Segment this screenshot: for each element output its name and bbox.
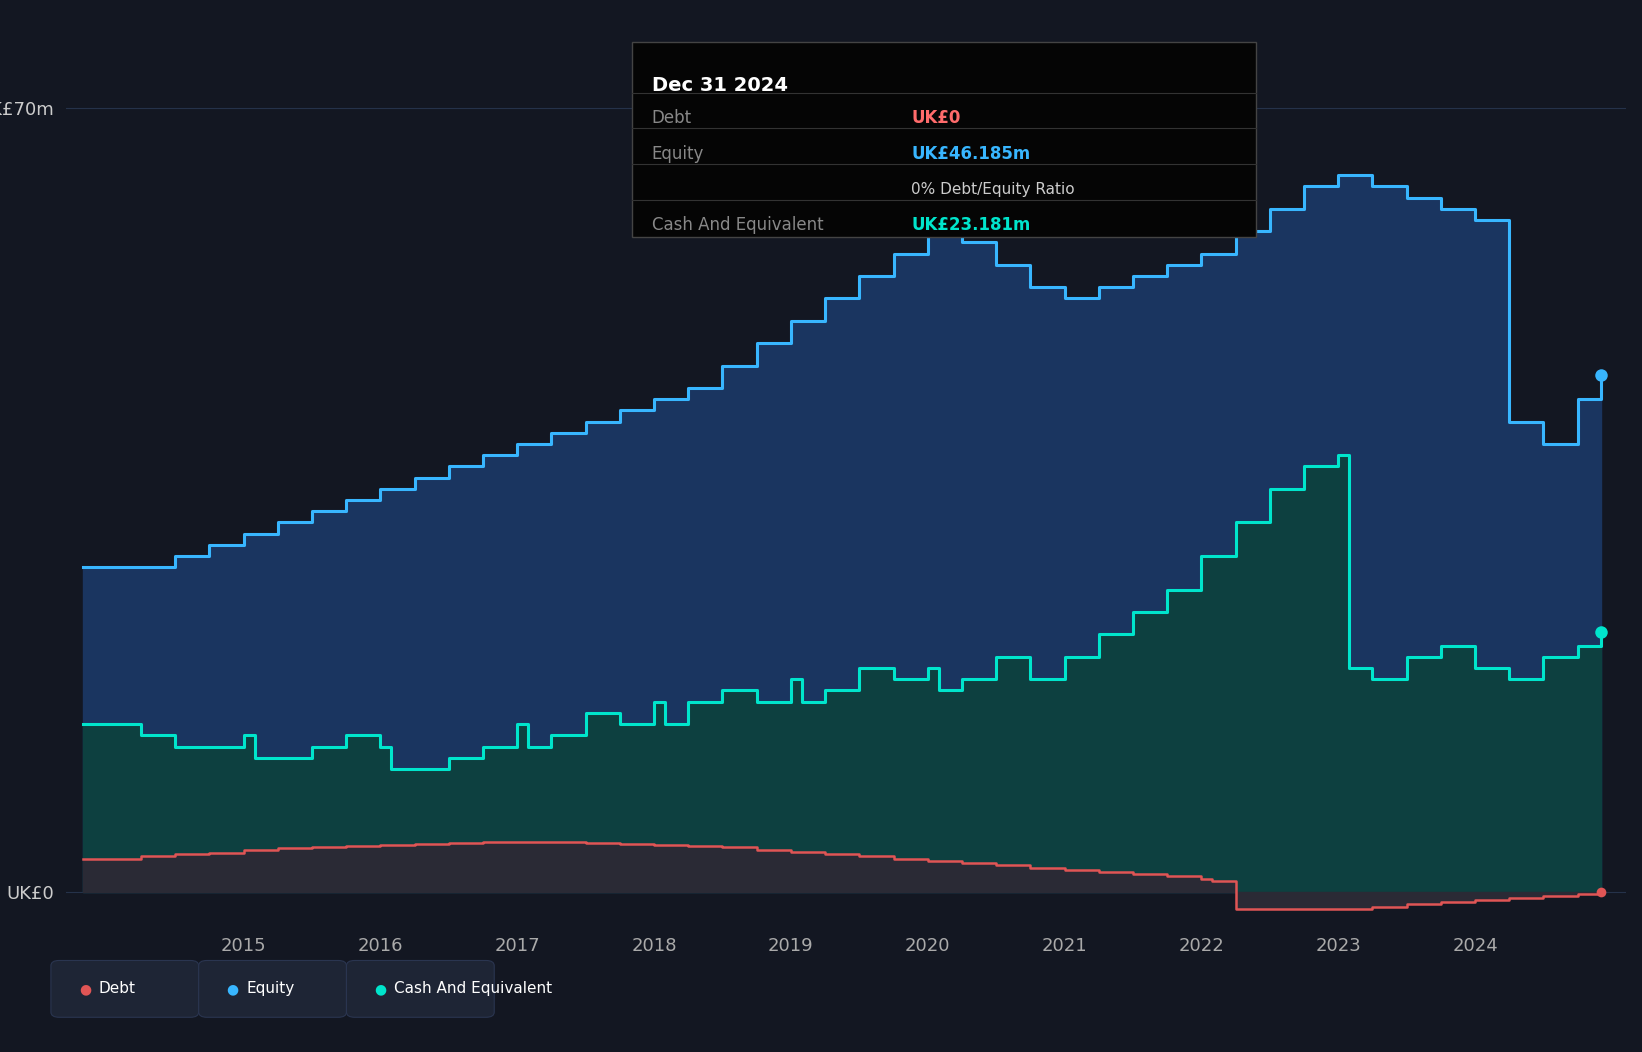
Text: ●: ● <box>79 982 90 996</box>
Text: Cash And Equivalent: Cash And Equivalent <box>652 216 824 235</box>
Text: Debt: Debt <box>652 108 691 127</box>
Text: 0% Debt/Equity Ratio: 0% Debt/Equity Ratio <box>911 182 1076 197</box>
Text: ●: ● <box>374 982 386 996</box>
Text: Equity: Equity <box>246 982 294 996</box>
Text: Debt: Debt <box>99 982 136 996</box>
Text: UK£46.185m: UK£46.185m <box>911 144 1031 163</box>
Text: Dec 31 2024: Dec 31 2024 <box>652 76 788 95</box>
Text: UK£0: UK£0 <box>911 108 961 127</box>
Text: Equity: Equity <box>652 144 704 163</box>
Text: UK£23.181m: UK£23.181m <box>911 216 1031 235</box>
Text: Cash And Equivalent: Cash And Equivalent <box>394 982 552 996</box>
Text: ●: ● <box>227 982 238 996</box>
